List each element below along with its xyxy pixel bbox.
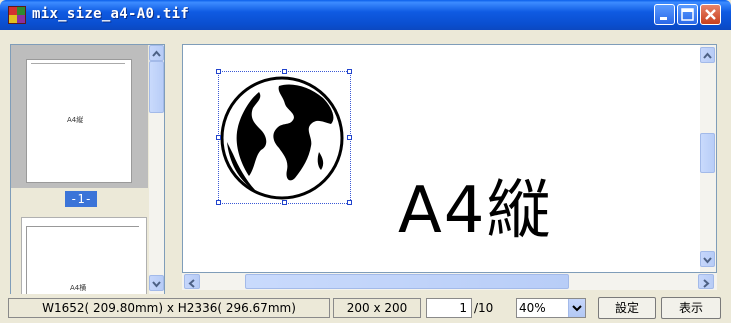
chevron-left-icon: [188, 279, 195, 288]
close-button[interactable]: [700, 4, 721, 25]
image-dimensions: W1652( 209.80mm) x H2336( 296.67mm): [8, 298, 330, 318]
zoom-value: 40%: [519, 301, 546, 315]
scroll-left-button[interactable]: [184, 274, 200, 289]
resize-handle[interactable]: [216, 200, 221, 205]
chevron-up-icon: [152, 50, 161, 57]
minimize-button[interactable]: [654, 4, 675, 25]
display-button[interactable]: 表示: [661, 297, 721, 319]
page-number-badge: -1-: [65, 191, 97, 207]
chevron-down-icon: [572, 305, 582, 312]
resize-handle[interactable]: [347, 200, 352, 205]
scroll-down-button[interactable]: [700, 251, 715, 267]
thumbnail-page-2[interactable]: A4横: [21, 217, 147, 296]
scroll-up-button[interactable]: [700, 47, 715, 63]
resize-handle[interactable]: [216, 69, 221, 74]
canvas-vertical-scrollbar[interactable]: [700, 45, 716, 272]
page-heading-text: A4縦: [398, 174, 553, 248]
resize-handle[interactable]: [216, 135, 221, 140]
scroll-down-button[interactable]: [149, 275, 164, 291]
maximize-button[interactable]: [677, 4, 698, 25]
page-total: /10: [474, 301, 494, 315]
chevron-down-icon: [703, 257, 712, 264]
minimize-icon: [660, 17, 667, 20]
scroll-thumb[interactable]: [700, 133, 715, 173]
settings-button[interactable]: 設定: [598, 297, 656, 319]
resize-handle[interactable]: [282, 69, 287, 74]
scroll-thumb[interactable]: [245, 274, 569, 289]
page-number-input[interactable]: 1: [426, 298, 472, 318]
chevron-right-icon: [703, 279, 710, 288]
scroll-right-button[interactable]: [698, 274, 714, 289]
thumbnail-label: A4横: [70, 284, 87, 292]
chevron-down-icon: [152, 281, 161, 288]
title-bar[interactable]: mix_size_a4-A0.tif: [0, 0, 731, 30]
close-icon: [705, 9, 716, 20]
scroll-thumb[interactable]: [149, 61, 164, 113]
maximize-icon: [681, 8, 694, 21]
image-canvas[interactable]: A4縦: [182, 44, 717, 273]
window-title: mix_size_a4-A0.tif: [32, 6, 190, 22]
resize-handle[interactable]: [347, 69, 352, 74]
selected-image-region[interactable]: [216, 69, 352, 205]
chevron-up-icon: [703, 52, 712, 59]
image-resolution: 200 x 200: [333, 298, 421, 318]
status-bar: W1652( 209.80mm) x H2336( 296.67mm) 200 …: [0, 294, 731, 323]
globe-image: [220, 76, 344, 200]
thumbnail-pane[interactable]: A4縦 -1- A4横: [10, 44, 165, 297]
dropdown-button[interactable]: [568, 299, 585, 317]
thumbnail-scrollbar[interactable]: [149, 45, 164, 296]
scroll-up-button[interactable]: [149, 45, 164, 61]
resize-handle[interactable]: [347, 135, 352, 140]
thumbnail-label: A4縦: [67, 116, 84, 124]
zoom-select[interactable]: 40%: [516, 298, 586, 318]
canvas-horizontal-scrollbar[interactable]: [182, 273, 717, 290]
thumbnail-page-1[interactable]: A4縦: [26, 59, 132, 183]
resize-handle[interactable]: [282, 200, 287, 205]
app-icon: [8, 6, 26, 24]
